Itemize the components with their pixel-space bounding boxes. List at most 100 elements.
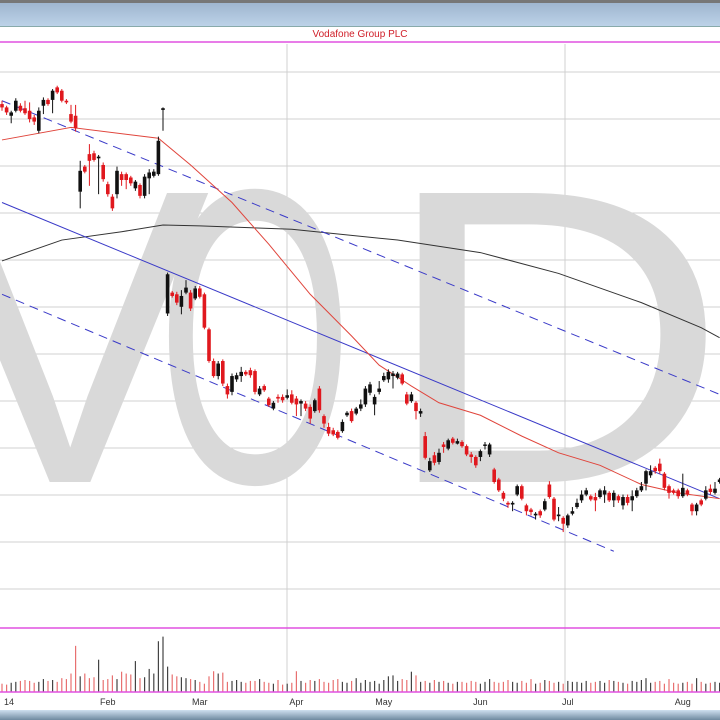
candle-body [690,504,694,512]
candle [46,98,50,106]
candle-body [92,153,96,160]
candle [464,444,469,457]
candle [14,98,18,113]
candle-body [616,496,621,501]
candle-body [225,386,230,395]
trend-channel-center-line [1,202,720,500]
candle [451,436,455,445]
candle [556,507,561,522]
scrollbar-strip[interactable] [0,710,720,720]
candle [101,162,105,182]
candle [405,391,409,406]
candle-body [46,99,50,105]
candle-body [593,497,598,501]
pane-separators [0,41,720,693]
candle [533,512,538,520]
candle-body [667,486,671,493]
candle [520,484,524,501]
candle-body [313,400,317,412]
candle-body [285,395,289,398]
candle [55,85,59,95]
candle [635,487,639,498]
candle [547,481,552,499]
candle-body [455,441,460,444]
candle-body [451,438,455,443]
candle [0,100,4,111]
candle [60,89,64,103]
candle-body [290,394,294,403]
candle-body [142,176,147,196]
candle-body [69,114,73,122]
candle-body [704,490,708,499]
candle-body [248,370,253,376]
candle-body [170,292,174,296]
candle-body [202,294,207,328]
candle [96,154,101,195]
candle-body [579,494,584,501]
candle-body [598,490,602,498]
candle-body [354,408,358,414]
candle-body [694,504,699,512]
candle-body [382,376,386,381]
candle-body [175,294,179,303]
candle-body [234,375,239,380]
candle-body [460,441,464,447]
candle [377,381,381,395]
candle-body [437,452,441,462]
candle-body [676,490,680,497]
candle [138,183,142,199]
candle-body [55,87,59,93]
candle [372,394,377,416]
watermark-letter: D [380,102,720,572]
candle [506,501,510,508]
candle [230,373,234,396]
candle-body [713,488,717,493]
candle [658,458,662,474]
x-axis-label: Feb [100,697,116,707]
candle [630,490,634,512]
candle-body [506,502,510,505]
candle-body [133,181,138,189]
candle [115,166,119,199]
candle [487,442,492,457]
candle [216,361,220,380]
candle [593,492,598,512]
candle-body [221,361,225,384]
candle [257,386,262,397]
candle-body [188,292,193,309]
candle [671,488,676,495]
candle [37,107,41,134]
candle-body [280,396,285,401]
candle-body [165,274,170,314]
candle-body [515,486,519,495]
candle-body [14,100,18,111]
candle [561,516,565,533]
candle-body [635,490,639,497]
candle [211,358,216,378]
candle-body [294,398,299,405]
x-axis-label: Aug [675,697,691,707]
candle-body [699,500,703,505]
candle [575,498,579,509]
candle [322,414,326,428]
candle [239,366,243,382]
candle [552,497,556,522]
candle [460,440,464,448]
candle-body [487,444,492,455]
candle [391,371,395,389]
candle-body [60,90,64,101]
candle-body [464,446,469,455]
candle-body [391,373,395,377]
candle-body [211,361,216,377]
candle-body [501,492,506,499]
candle-body [64,100,69,103]
candle-body [184,287,188,293]
candle-body [607,492,611,501]
candle [685,488,690,497]
candle-body [37,110,41,131]
watermark-letter: O [157,102,353,571]
candle [336,430,340,440]
candle-body [239,371,243,377]
candle-body [0,104,4,108]
candle [483,441,487,450]
